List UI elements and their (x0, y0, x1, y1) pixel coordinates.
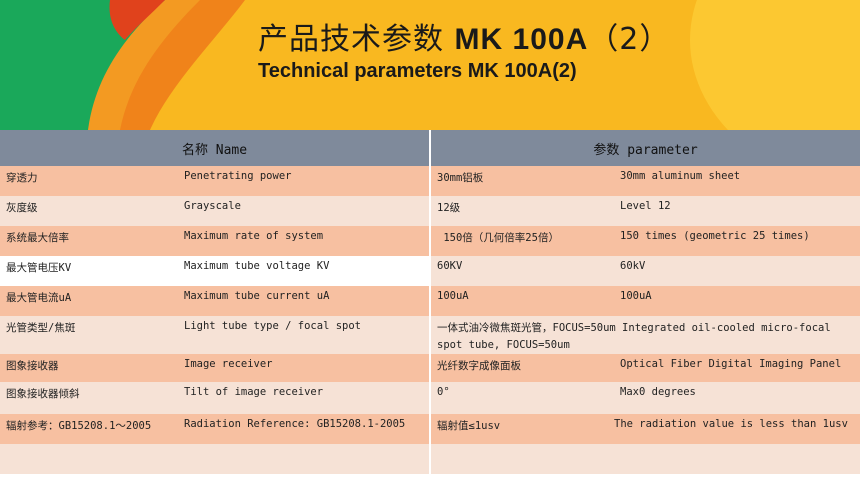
row-value-cn: 100uA (430, 286, 615, 316)
row-label-en: Tilt of image receiver (178, 382, 432, 414)
row-label-cn: 灰度级 (0, 196, 178, 226)
row-label-cn: 最大管电流uA (0, 286, 178, 316)
row-value-en: 150 times (geometric 25 times) (614, 226, 860, 256)
row-value-cn: 12级 (430, 196, 615, 226)
table-row: 辐射参考：GB15208.1～2005 Radiation Reference:… (0, 414, 860, 444)
row-label-cn: 辐射参考：GB15208.1～2005 (0, 414, 178, 444)
table-row: 最大管电压KV Maximum tube voltage KV 60KV 60k… (0, 256, 860, 286)
row-value-cn: 60KV (430, 256, 615, 286)
row-label-en: Penetrating power (178, 166, 432, 196)
header-parameter: 参数 parameter (430, 130, 860, 166)
row-value-en: Max0 degrees (614, 382, 860, 414)
row-label-en: Maximum rate of system (178, 226, 432, 256)
table-header-row: 名称 Name 参数 parameter (0, 130, 860, 166)
page-title-en: Technical parameters MK 100A(2) (258, 60, 577, 82)
table-row: 系统最大倍率 Maximum rate of system 150倍（几何倍率2… (0, 226, 860, 256)
table-row: 最大管电流uA Maximum tube current uA 100uA 10… (0, 286, 860, 316)
table-row: 图象接收器倾斜 Tilt of image receiver 0° Max0 d… (0, 382, 860, 414)
row-label-cn: 系统最大倍率 (0, 226, 178, 256)
table-row-empty (0, 444, 860, 474)
row-label-cn: 最大管电压KV (0, 256, 178, 286)
empty-cell (430, 444, 615, 474)
row-label-en: Maximum tube current uA (178, 286, 432, 316)
row-label-en: Radiation Reference: GB15208.1-2005 (178, 414, 432, 444)
row-value-en: 100uA (614, 286, 860, 316)
parameters-table: 名称 Name 参数 parameter 穿透力 Penetrating pow… (0, 130, 860, 474)
row-label-en: Light tube type / focal spot (178, 316, 432, 354)
row-value-en: Level 12 (614, 196, 860, 226)
row-value-en: The radiation value is less than 1usv (614, 414, 860, 444)
row-value-cn: 0° (430, 382, 615, 414)
row-label-cn: 光管类型/焦斑 (0, 316, 178, 354)
row-value-cn: 光纤数字成像面板 (430, 354, 615, 382)
row-label-cn: 穿透力 (0, 166, 178, 196)
empty-cell (0, 444, 178, 474)
empty-cell (178, 444, 432, 474)
row-label-cn: 图象接收器 (0, 354, 178, 382)
table-row: 图象接收器 Image receiver 光纤数字成像面板 Optical Fi… (0, 354, 860, 382)
header-banner: 产品技术参数 MK 100A（2） Technical parameters M… (0, 0, 860, 130)
row-label-en: Grayscale (178, 196, 432, 226)
row-value-cn: 30mm铝板 (430, 166, 615, 196)
row-value-en: Optical Fiber Digital Imaging Panel (614, 354, 860, 382)
row-value-combined: 一体式油冷微焦斑光管，FOCUS=50um Integrated oil-coo… (430, 316, 860, 354)
empty-cell (614, 444, 860, 474)
table-row: 灰度级 Grayscale 12级 Level 12 (0, 196, 860, 226)
row-label-en: Image receiver (178, 354, 432, 382)
table-row: 光管类型/焦斑 Light tube type / focal spot 一体式… (0, 316, 860, 354)
banner-graphic (0, 0, 860, 130)
row-label-cn: 图象接收器倾斜 (0, 382, 178, 414)
row-value-en: 60kV (614, 256, 860, 286)
header-name: 名称 Name (0, 130, 432, 166)
row-value-cn: 150倍（几何倍率25倍） (430, 226, 615, 256)
row-value-cn: 辐射值≤1usv (430, 414, 615, 444)
page-title-cn: 产品技术参数 MK 100A（2） (258, 22, 671, 57)
row-value-text: 一体式油冷微焦斑光管，FOCUS=50um Integrated oil-coo… (437, 322, 831, 351)
row-value-en: 30mm aluminum sheet (614, 166, 860, 196)
row-label-en: Maximum tube voltage KV (178, 256, 432, 286)
table-row: 穿透力 Penetrating power 30mm铝板 30mm alumin… (0, 166, 860, 196)
